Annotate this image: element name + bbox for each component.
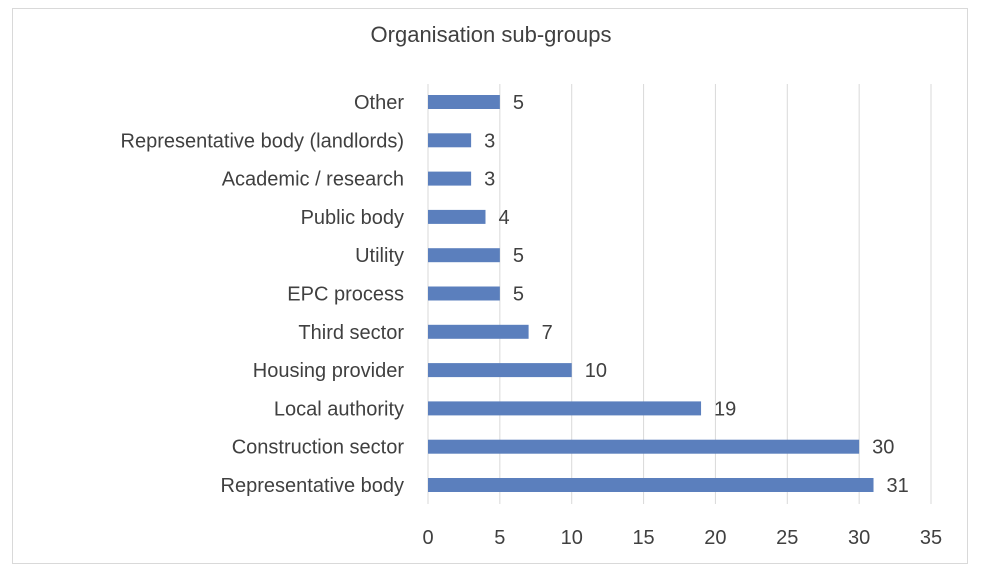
bar	[428, 439, 860, 454]
bar	[428, 209, 486, 224]
category-label: Representative body	[221, 475, 404, 497]
data-label: 4	[498, 207, 509, 229]
data-label: 31	[887, 475, 909, 497]
category-label: Construction sector	[232, 437, 405, 459]
data-label: 30	[872, 437, 894, 459]
bar	[428, 478, 874, 492]
category-label: Housing provider	[253, 360, 405, 382]
data-label: 5	[513, 92, 524, 114]
category-label: EPC process	[287, 284, 404, 306]
category-label: Utility	[355, 245, 404, 267]
category-label: Local authority	[274, 398, 404, 420]
category-label: Representative body (landlords)	[121, 130, 405, 152]
category-label: Public body	[301, 207, 404, 229]
bar	[428, 248, 500, 263]
x-tick-label: 35	[920, 527, 942, 549]
x-tick-label: 15	[632, 527, 654, 549]
x-tick-label: 25	[776, 527, 798, 549]
data-label: 19	[714, 398, 736, 420]
category-label: Third sector	[298, 322, 404, 344]
bar	[428, 401, 702, 416]
data-label: 5	[513, 245, 524, 267]
data-label: 3	[484, 169, 495, 191]
data-label: 5	[513, 284, 524, 306]
bar	[428, 363, 572, 378]
category-label: Academic / research	[222, 169, 404, 191]
x-tick-label: 5	[494, 527, 505, 549]
x-tick-label: 20	[704, 527, 726, 549]
chart-title: Organisation sub-groups	[370, 22, 612, 47]
bar	[428, 133, 472, 148]
x-tick-label: 10	[561, 527, 583, 549]
data-label: 3	[484, 130, 495, 152]
bar	[428, 171, 472, 186]
data-label: 7	[542, 322, 553, 344]
x-tick-label: 30	[848, 527, 870, 549]
bar	[428, 324, 529, 339]
data-label: 10	[585, 360, 607, 382]
bar	[428, 286, 500, 301]
bar	[428, 95, 500, 109]
x-tick-label: 0	[422, 527, 433, 549]
category-label: Other	[354, 92, 404, 114]
